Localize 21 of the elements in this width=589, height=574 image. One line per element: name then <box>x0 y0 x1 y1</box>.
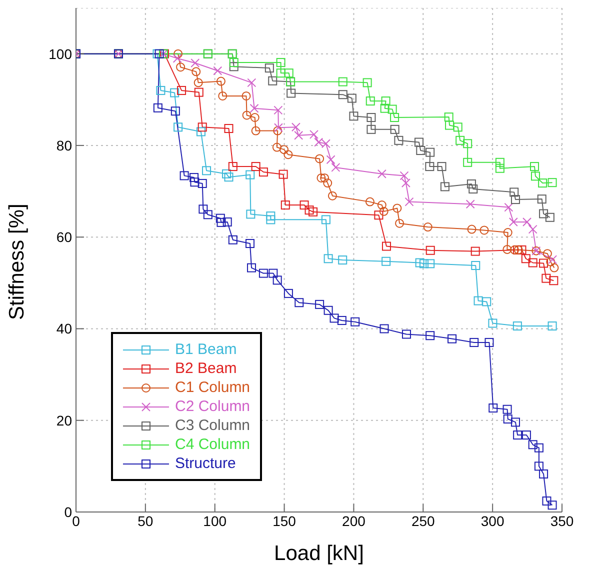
x-tick-label: 350 <box>550 512 574 529</box>
y-tick-label: 100 <box>48 46 72 62</box>
y-tick-label: 60 <box>56 229 72 246</box>
x-tick-label: 200 <box>342 512 366 529</box>
x-tick-label: 100 <box>203 512 227 529</box>
legend-label: B2 Beam <box>175 360 237 377</box>
legend-label: Structure <box>175 455 236 472</box>
y-axis-title: Stiffness [%] <box>5 204 28 320</box>
legend-label: C2 Column <box>175 398 250 415</box>
legend-label: C4 Column <box>175 436 250 453</box>
legend-label: B1 Beam <box>175 341 237 358</box>
x-tick-label: 150 <box>272 512 296 529</box>
legend-label: C1 Column <box>175 379 250 396</box>
x-tick-label: 50 <box>138 512 154 529</box>
legend-label: C3 Column <box>175 417 250 434</box>
x-axis-title: Load [kN] <box>274 542 364 565</box>
x-tick-label: 250 <box>411 512 436 529</box>
y-tick-label: 80 <box>56 137 72 154</box>
y-tick-label: 20 <box>56 412 72 428</box>
y-tick-label: 40 <box>56 320 72 337</box>
x-tick-label: 300 <box>480 512 504 529</box>
